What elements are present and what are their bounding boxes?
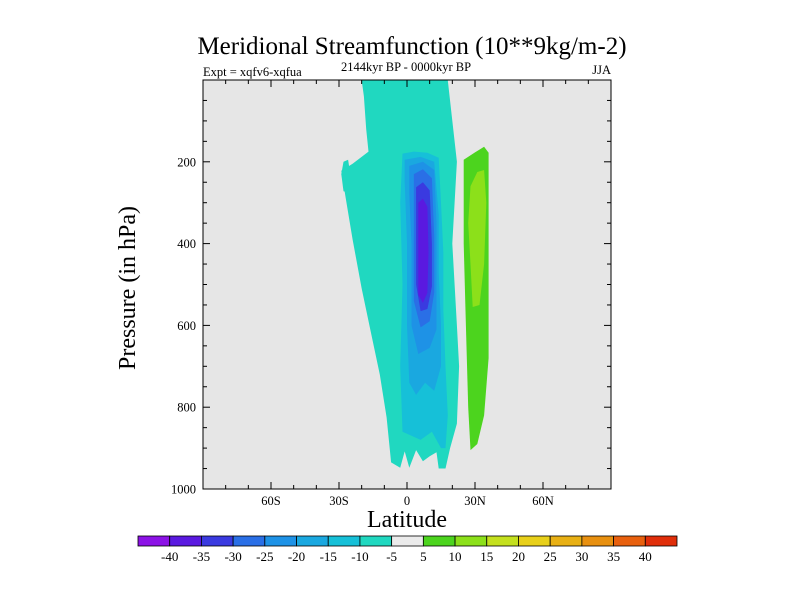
colorbar-box [581, 535, 614, 547]
colorbar-label: -35 [193, 549, 210, 564]
plot-area [203, 80, 611, 489]
y-axis-label: Pressure (in hPa) [115, 206, 141, 370]
left-label: Expt = xqfv6-xqfua [203, 65, 302, 79]
colorbar-label: 40 [639, 549, 652, 564]
colorbar-label: 10 [449, 549, 462, 564]
colorbar-box [232, 535, 266, 547]
y-tick-label: 400 [177, 237, 196, 251]
colorbar-box [391, 535, 424, 547]
y-tick-label: 1000 [171, 483, 196, 497]
x-axis-label: Latitude [367, 507, 447, 533]
colorbar-box [359, 535, 393, 547]
colorbar: -40 -35 -30 -25 -20 -15 -10 -5 5 10 15 20 25 30 35 40 [137, 535, 678, 564]
contour-region-neg-5-blob-a [341, 159, 351, 193]
x-tick-label: 60N [532, 494, 554, 508]
colorbar-label: 30 [575, 549, 588, 564]
contour-region-pos-10 [468, 170, 487, 307]
y-tick-label: 200 [177, 155, 196, 169]
axes: 60S 30S 0 30N 60N 200 400 600 800 1000 [171, 79, 612, 508]
center-label: 2144kyr BP - 0000kyr BP [341, 60, 471, 74]
colorbar-box [201, 535, 234, 547]
colorbar-label: -25 [256, 549, 273, 564]
colorbar-box [169, 535, 202, 547]
y-tick-label: 800 [177, 401, 196, 415]
colorbar-box [137, 535, 171, 547]
colorbar-label: 5 [420, 549, 427, 564]
colorbar-box [644, 535, 678, 547]
x-tick-label: 60S [261, 494, 281, 508]
colorbar-box [486, 535, 519, 547]
colorbar-label: -30 [224, 549, 241, 564]
x-tick-label: 0 [404, 494, 410, 508]
colorbar-box [549, 535, 583, 547]
colorbar-label: -20 [288, 549, 305, 564]
right-label: JJA [592, 63, 611, 77]
colorbar-box [613, 535, 646, 547]
colorbar-label: -15 [320, 549, 337, 564]
colorbar-box [518, 535, 551, 547]
chart-title: Meridional Streamfunction (10**9kg/m-2) [197, 33, 626, 60]
colorbar-label: 15 [480, 549, 493, 564]
colorbar-box [454, 535, 488, 547]
colorbar-label: 20 [512, 549, 525, 564]
x-tick-label: 30S [329, 494, 349, 508]
colorbar-label: 25 [544, 549, 557, 564]
colorbar-box [296, 535, 329, 547]
colorbar-label: 35 [607, 549, 620, 564]
colorbar-label: -5 [386, 549, 397, 564]
x-tick-label: 30N [464, 494, 486, 508]
colorbar-label: -10 [351, 549, 368, 564]
colorbar-box [422, 535, 456, 547]
colorbar-box [264, 535, 297, 547]
y-tick-label: 600 [177, 319, 196, 333]
contour-region-neg-35 [418, 198, 429, 303]
colorbar-label: -40 [161, 549, 178, 564]
colorbar-box [327, 535, 361, 547]
